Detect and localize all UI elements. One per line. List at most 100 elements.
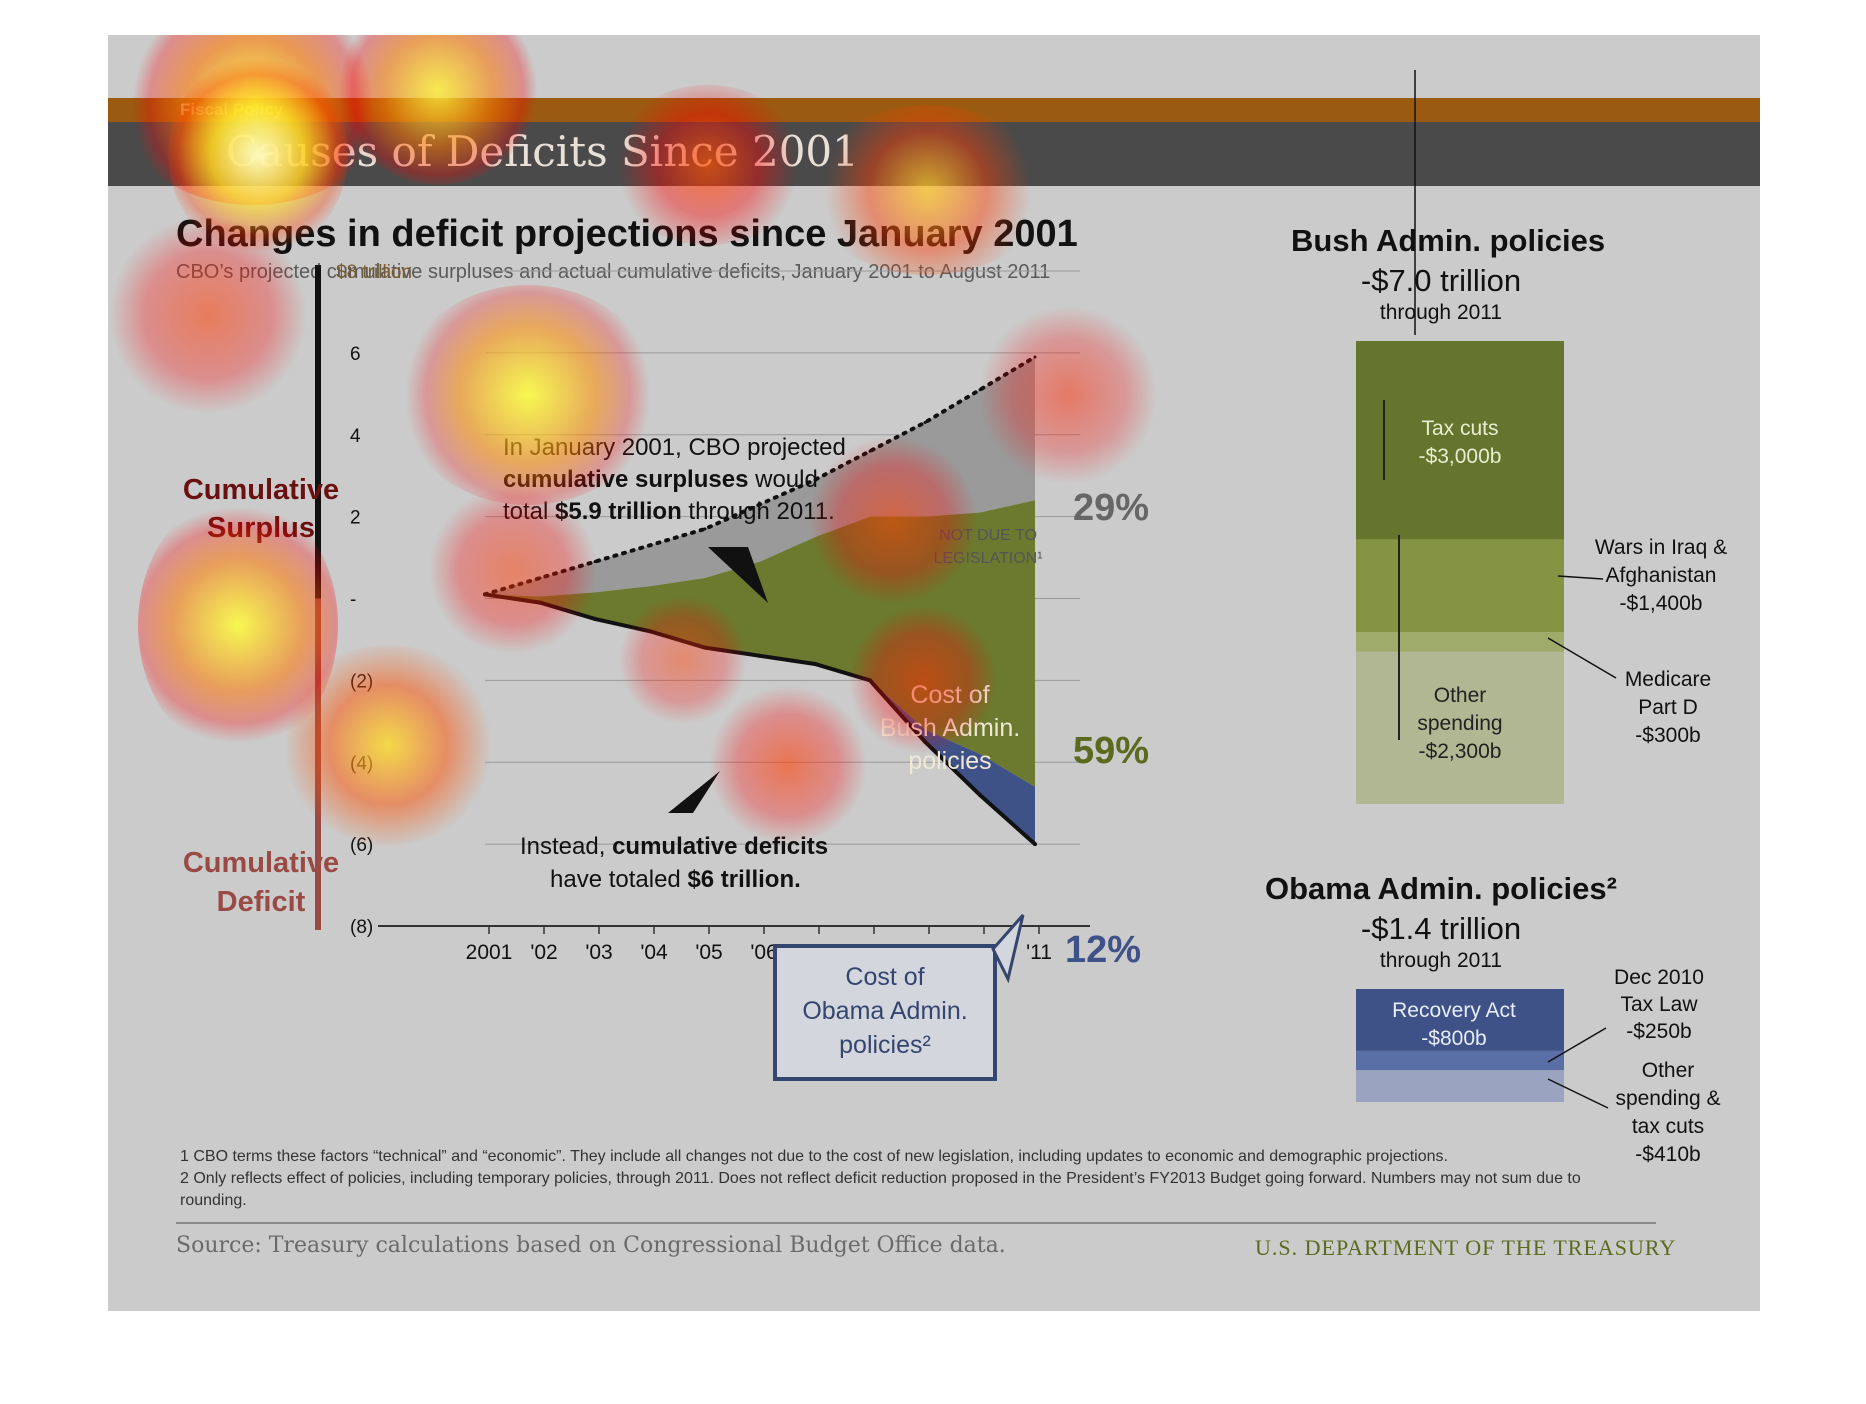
surplus-note-line: total $5.9 trillion through 2011. xyxy=(503,498,835,525)
deficit-note-line: Instead, cumulative deficits xyxy=(520,833,828,860)
wars-callout: Afghanistan xyxy=(1606,564,1717,587)
deficit-note-line-part: $6 trillion. xyxy=(687,866,800,893)
obama-bar-segment xyxy=(1356,989,1564,1051)
deficit-point xyxy=(978,793,982,797)
bush-panel-title: Bush Admin. policies xyxy=(1291,223,1606,258)
dec-tax-law-callout: Tax Law xyxy=(1620,993,1698,1016)
other-spending-label: -$2,300b xyxy=(1419,740,1502,763)
deficit-label: Deficit xyxy=(217,886,306,918)
other-spending-label: Other xyxy=(1434,684,1487,707)
obama-bar-segment xyxy=(1356,1070,1564,1102)
y-tick-label: (6) xyxy=(350,835,373,856)
deficit-note-line-part: cumulative deficits xyxy=(612,833,828,860)
projection-point xyxy=(978,388,982,392)
projection-point xyxy=(648,543,652,547)
projection-point xyxy=(1033,355,1037,359)
bush-panel-total: -$7.0 trillion xyxy=(1360,263,1522,298)
x-tick-label: '04 xyxy=(640,941,668,964)
not-due-label: NOT DUE TO xyxy=(939,527,1037,544)
x-tick-label: '05 xyxy=(695,941,722,964)
obama-callout-box xyxy=(773,944,997,1081)
dec-tax-law-callout: -$250b xyxy=(1626,1020,1691,1043)
y-tick-label: (2) xyxy=(350,671,373,692)
surplus-note-line-part: $5.9 trillion xyxy=(555,498,682,525)
not-due-label: LEGISLATION¹ xyxy=(933,550,1042,567)
deficit-point xyxy=(758,653,762,658)
slide: Fiscal Policy Causes of Deficits Since 2… xyxy=(108,35,1760,1311)
obama-callout-pointer xyxy=(991,914,1025,984)
surplus-note-line: cumulative surpluses would xyxy=(503,466,818,493)
agency-name: U.S. DEPARTMENT OF THE TREASURY xyxy=(1255,1235,1677,1260)
dec-tax-leader-line xyxy=(1547,1027,1607,1063)
bush-bar-segment xyxy=(1356,341,1564,540)
recovery-act-label: -$800b xyxy=(1421,1027,1486,1050)
y-tick-label: 6 xyxy=(350,344,361,365)
surplus-note-line-part: through 2011. xyxy=(682,498,835,525)
obama-callout-label: Cost of xyxy=(845,963,924,991)
footnotes: 1 CBO terms these factors “technical” an… xyxy=(180,1146,1620,1212)
obama-panel-through: through 2011 xyxy=(1379,949,1503,972)
deficit-note-line-part: Instead, xyxy=(520,833,612,860)
deficit-note-line-part: have totaled xyxy=(550,866,687,893)
footnote-2: 2 Only reflects effect of policies, incl… xyxy=(180,1170,1581,1209)
pct-bush: 59% xyxy=(1073,730,1149,772)
footer-divider xyxy=(176,1222,1656,1224)
surplus-note-pointer xyxy=(708,547,768,603)
deficit-point xyxy=(703,645,707,650)
medicare-callout: Part D xyxy=(1638,696,1698,719)
y-tick-label: (4) xyxy=(350,753,373,774)
projection-point xyxy=(923,420,927,424)
deficit-point xyxy=(1033,842,1037,847)
y-tick-label: 4 xyxy=(350,426,361,447)
bush-bar-segment xyxy=(1356,539,1564,633)
x-tick-label: '11 xyxy=(1026,941,1052,964)
y-tick-label: - xyxy=(350,590,356,611)
x-tick-label: '06 xyxy=(750,941,777,964)
bush-area-label: Cost of xyxy=(910,681,989,709)
other-spending-tax-callout: Other xyxy=(1642,1059,1695,1082)
x-tick-label: 2001 xyxy=(466,941,513,964)
medicare-callout: Medicare xyxy=(1625,668,1711,691)
medicare-leader-line xyxy=(1547,637,1617,679)
obama-callout-label: Obama Admin. xyxy=(802,997,967,1025)
tax-cuts-label: Tax cuts xyxy=(1421,417,1498,440)
wars-callout: Wars in Iraq & xyxy=(1595,536,1727,559)
deficit-point xyxy=(648,629,652,634)
other-spending-label: spending xyxy=(1417,712,1502,735)
footnote-1: 1 CBO terms these factors “technical” an… xyxy=(180,1148,1448,1165)
other-spending-tax-callout: tax cuts xyxy=(1632,1115,1704,1138)
surplus-note-line-part: cumulative surpluses xyxy=(503,466,748,493)
wars-leader-line xyxy=(1557,575,1604,580)
bush-area-label: Bush Admin. xyxy=(880,714,1020,742)
surplus-note-line: In January 2001, CBO projected xyxy=(503,434,846,461)
projection-point xyxy=(868,449,872,453)
x-tick-label: '03 xyxy=(585,941,612,964)
other-leader-line xyxy=(1547,1078,1609,1109)
x-tick-label: '02 xyxy=(530,941,557,964)
deficit-point xyxy=(593,616,597,621)
surplus-label: Surplus xyxy=(207,512,315,544)
other-spending-tax-callout: spending & xyxy=(1615,1087,1720,1110)
deficit-point xyxy=(868,678,872,683)
obama-panel-total: -$1.4 trillion xyxy=(1360,911,1522,946)
projection-point xyxy=(758,502,762,506)
wars-callout: -$1,400b xyxy=(1620,592,1703,615)
pct-not-due: 29% xyxy=(1073,487,1149,529)
y-tick-label: 2 xyxy=(350,508,361,529)
deficit-point xyxy=(538,600,542,605)
dec-tax-law-callout: Dec 2010 xyxy=(1614,966,1704,989)
bush-bar-segment xyxy=(1356,632,1564,652)
surplus-label: Cumulative xyxy=(183,474,339,506)
surplus-note-line-part: would xyxy=(748,466,817,493)
y-tick-label: (8) xyxy=(350,917,373,938)
deficit-label: Cumulative xyxy=(183,847,339,879)
tax-cuts-label: -$3,000b xyxy=(1419,445,1502,468)
obama-bar-segment xyxy=(1356,1050,1564,1071)
other-spending-tax-callout: -$410b xyxy=(1635,1143,1700,1166)
obama-callout-label: policies² xyxy=(839,1031,931,1059)
bush-bar-segment xyxy=(1356,651,1564,804)
projection-point xyxy=(593,560,597,564)
surplus-note-line-part: total xyxy=(503,498,555,525)
projection-point xyxy=(703,527,707,531)
bush-area-label: policies xyxy=(908,747,991,775)
